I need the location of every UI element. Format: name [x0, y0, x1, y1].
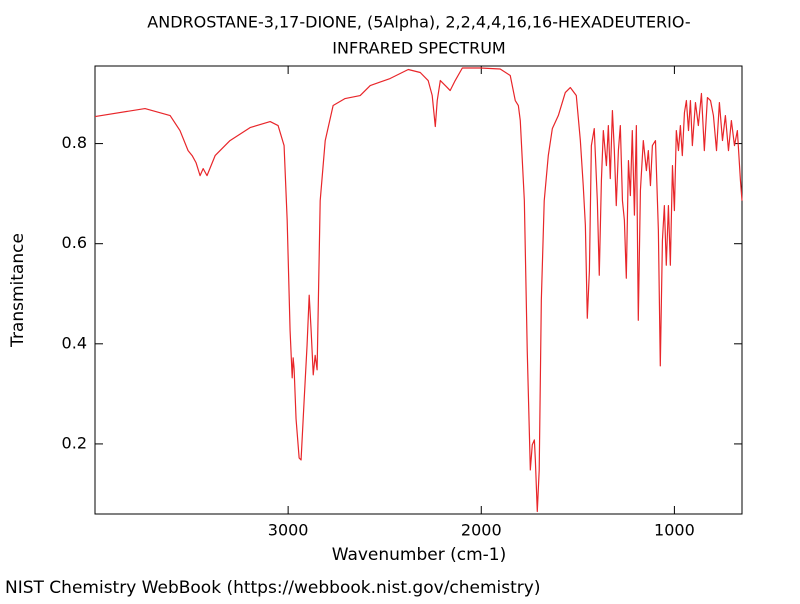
x-tick-label: 1000 [654, 521, 695, 540]
x-axis-label: Wavenumber (cm-1) [332, 545, 507, 565]
plot-frame [94, 65, 743, 515]
y-tick-label: 0.2 [62, 433, 87, 452]
chart-title: ANDROSTANE-3,17-DIONE, (5Alpha), 2,2,4,4… [147, 13, 690, 32]
y-tick-label: 0.8 [62, 133, 87, 152]
y-axis-label: Transmitance [8, 233, 28, 348]
footer: NIST Chemistry WebBook (https://webbook.… [5, 578, 540, 598]
x-tick-label: 3000 [268, 521, 309, 540]
y-tick-label: 0.4 [62, 333, 87, 352]
x-tick-label: 2000 [461, 521, 502, 540]
y-tick-label: 0.6 [62, 233, 87, 252]
spectrum-line [94, 67, 743, 513]
chart-subtitle: INFRARED SPECTRUM [332, 39, 505, 58]
